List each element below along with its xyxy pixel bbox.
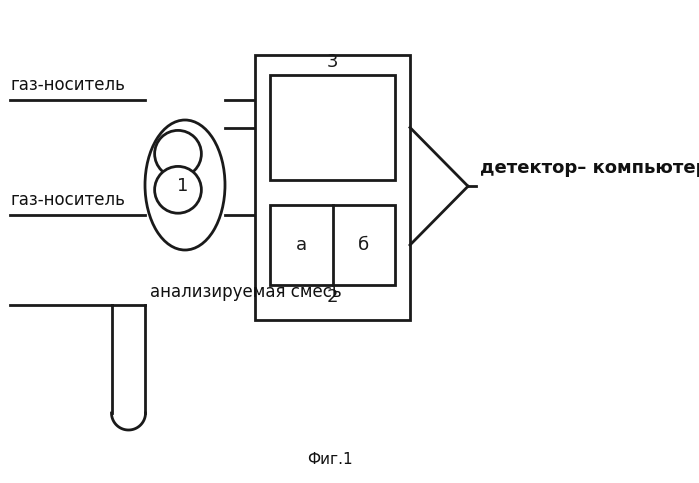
Bar bbox=[270, 205, 395, 285]
Text: 3: 3 bbox=[326, 53, 338, 71]
Text: Фиг.1: Фиг.1 bbox=[307, 453, 353, 468]
Text: а: а bbox=[296, 236, 307, 254]
Text: детектор– компьютер: детектор– компьютер bbox=[480, 159, 699, 177]
Text: анализируемая смесь: анализируемая смесь bbox=[150, 283, 342, 301]
Text: газ-носитель: газ-носитель bbox=[10, 76, 125, 94]
Text: б: б bbox=[358, 236, 369, 254]
Text: 2: 2 bbox=[326, 288, 338, 306]
Ellipse shape bbox=[154, 167, 201, 213]
Bar bbox=[270, 75, 395, 180]
Text: газ-носитель: газ-носитель bbox=[10, 191, 125, 209]
Ellipse shape bbox=[145, 120, 225, 250]
Bar bbox=[255, 55, 410, 320]
Text: 1: 1 bbox=[178, 177, 189, 195]
Ellipse shape bbox=[154, 130, 201, 177]
